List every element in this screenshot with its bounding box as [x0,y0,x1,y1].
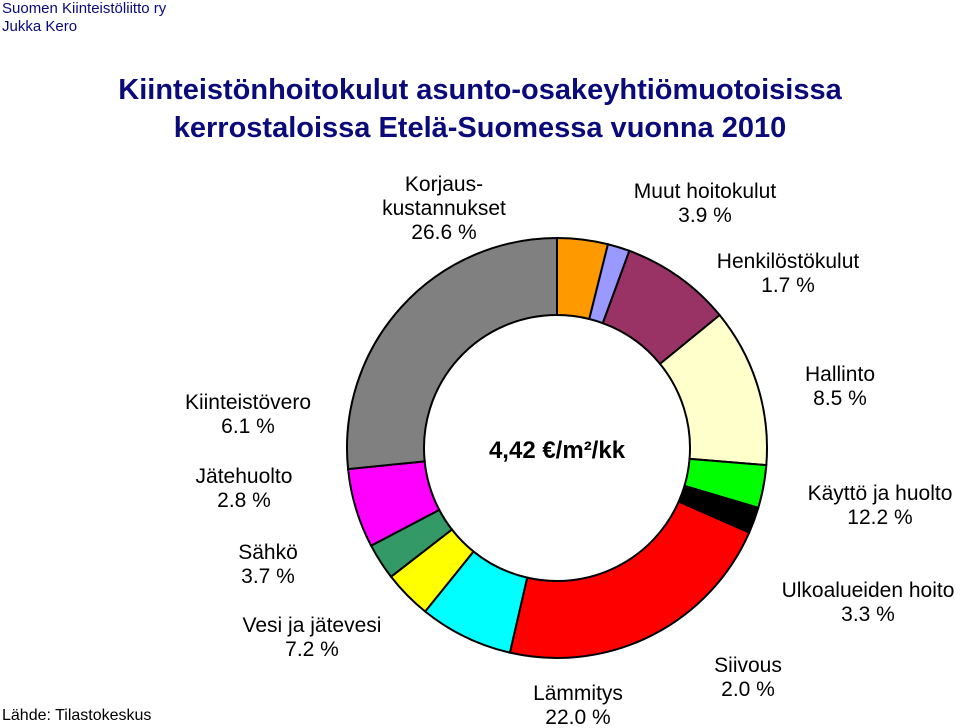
slice-lammitys [508,500,751,659]
sahko-value-label: 3.7 % [241,565,295,588]
slice-korjauskustannukset [346,236,558,471]
kiinteistovero-name-label: Kiinteistövero [185,391,311,414]
muut-hoitokulut-name-label: Muut hoitokulut [634,180,777,203]
muut-hoitokulut-value-label: 3.9 % [678,204,732,227]
donut-slices [346,236,768,659]
kiinteistovero-value-label: 6.1 % [221,415,275,438]
hallinto-value-label: 8.5 % [813,387,867,410]
chart-title-line-2: kerrostaloissa Etelä-Suomessa vuonna 201… [173,112,787,144]
henkilostokulut-name-label: Henkilöstökulut [717,250,860,273]
organization-name: Suomen Kiinteistöliitto ry [2,0,167,17]
korjauskustannukset-value-label: 26.6 % [411,221,476,244]
siivous-value-label: 2.0 % [721,678,775,701]
vesi-ja-jatevesi-name-label: Vesi ja jätevesi [243,614,382,637]
author-name: Jukka Kero [2,18,78,35]
kaytto-ja-huolto-name-label: Käyttö ja huolto [808,482,953,505]
sahko-name-label: Sähkö [238,541,298,564]
siivous-name-label: Siivous [714,654,782,677]
source-note: Lähde: Tilastokeskus [2,707,152,724]
jatehuolto-name-label: Jätehuolto [196,465,293,488]
chart-title-line-1: Kiinteistönhoitokulut asunto-osakeyhtiöm… [118,74,842,106]
korjauskustannukset-name-label: Korjaus- [405,173,483,196]
vesi-ja-jatevesi-value-label: 7.2 % [285,638,339,661]
hallinto-name-label: Hallinto [805,363,875,386]
jatehuolto-value-label: 2.8 % [217,489,271,512]
henkilostokulut-value-label: 1.7 % [761,274,815,297]
ulkoalueiden-hoito-value-label: 3.3 % [841,603,895,626]
lammitys-value-label: 22.0 % [545,706,610,728]
lammitys-name-label: Lämmitys [533,682,623,705]
korjauskustannukset-name-label: kustannukset [382,197,506,220]
kaytto-ja-huolto-value-label: 12.2 % [847,506,912,529]
center-label: 4,42 €/m²/kk [489,437,626,464]
ulkoalueiden-hoito-name-label: Ulkoalueiden hoito [782,579,955,602]
